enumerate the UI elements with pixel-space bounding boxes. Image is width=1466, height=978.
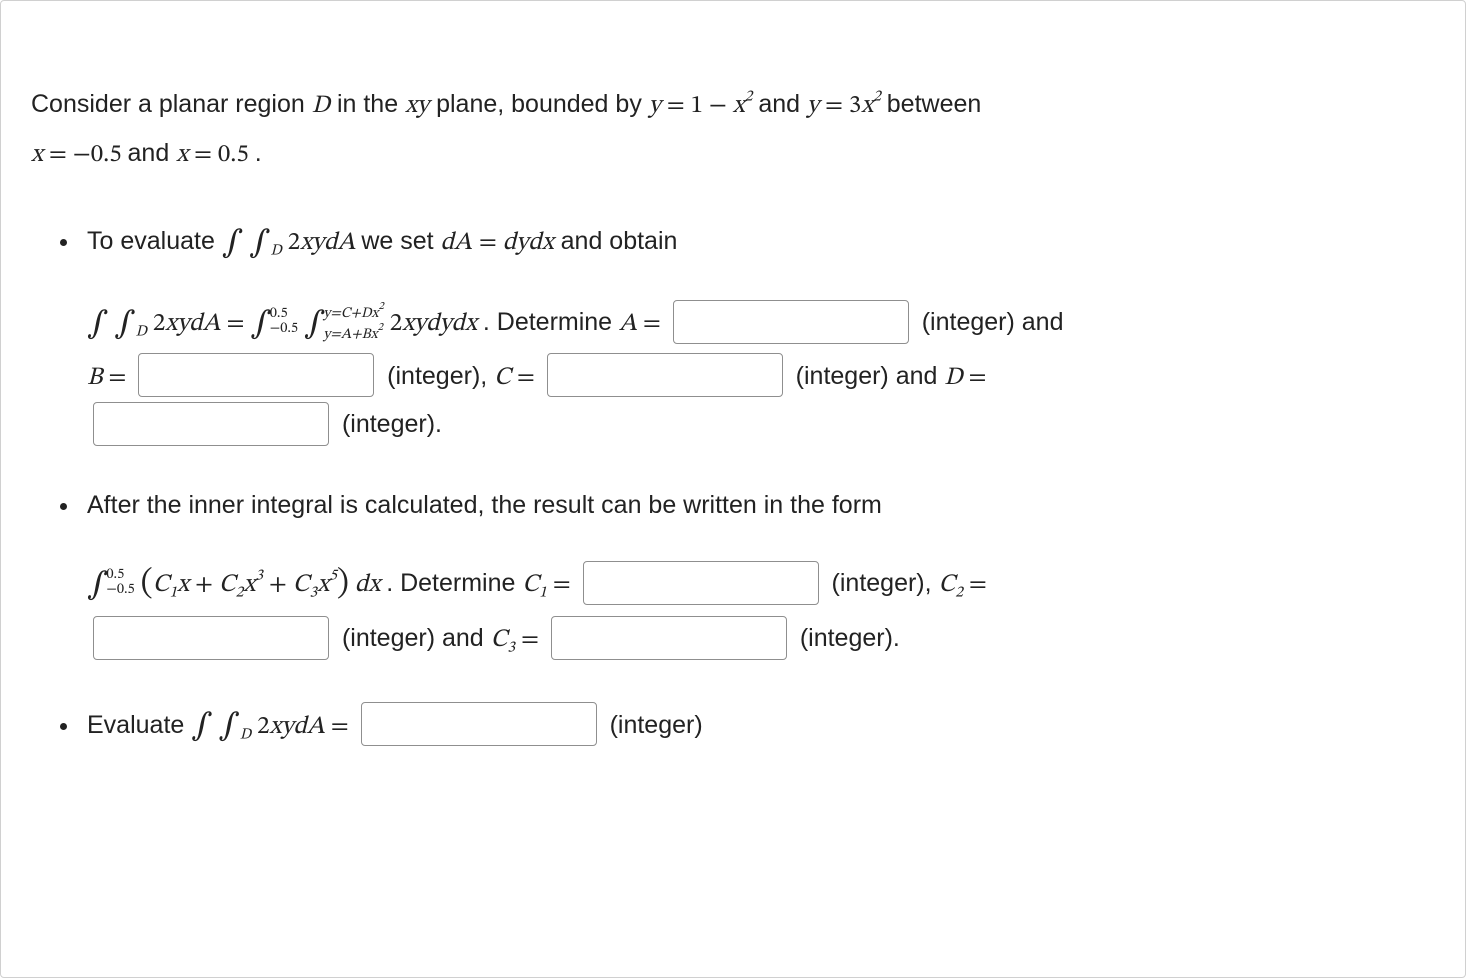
b1-body: ∫ ∫D 2xydA = ∫0.5−0.5 ∫y=C+Dx2y=A+Bx2 2x… [87,293,1435,449]
b1-lead: we set [361,227,440,255]
b1-lead: To evaluate [87,227,222,255]
var-xy: xy [405,93,429,118]
input-C3[interactable] [551,616,787,660]
b1-and: and [889,362,945,390]
eq-x2: x = 0.5 [176,142,255,167]
tag-integer: (integer) [387,362,480,390]
tag-integer: (integer) [342,624,435,652]
var-C3: C3 [491,627,515,652]
tag-integer: (integer) [922,308,1015,336]
input-C[interactable] [547,353,783,397]
b1-dydx: dydx [503,230,554,255]
input-C1[interactable] [583,561,819,605]
eq-x1: x = −0.5 [31,142,128,167]
var-B: B [87,365,102,390]
intro-and: and [128,139,177,167]
input-B[interactable] [138,353,374,397]
b1-eq: = [479,230,503,255]
tag-integer: (integer) [342,410,435,438]
b2-body: ∫0.5−0.5 (C1x + C2x3 + C3x5) dx . Determ… [87,551,1435,664]
bullet-1: To evaluate ∫ ∫D 2xydA we set dA = dydx … [81,212,1435,450]
tag-integer: (integer) [610,711,703,739]
problem-page: Consider a planar region D in the xy pla… [0,0,1466,978]
bullet-3: Evaluate ∫ ∫D 2xydA = (integer) [81,696,1435,755]
var-D: D [944,365,962,390]
intro-text: plane, bounded by [436,90,649,118]
intro-text: in the [337,90,405,118]
tag-integer: (integer) [800,624,893,652]
var-C2: C2 [939,572,963,597]
tag-integer: (integer) [832,569,925,597]
bullet-2: After the inner integral is calculated, … [81,482,1435,664]
var-C: C [494,365,511,390]
b3-lead: Evaluate [87,711,191,739]
b2-integral-expr: ∫0.5−0.5 (C1x + C2x3 + C3x5) dx [87,572,386,597]
intro-and: and [758,90,807,118]
b1-integral-expr: ∫ ∫D 2xydA [222,230,361,255]
var-C1: C1 [522,572,546,597]
b2-det: . Determine [386,569,522,597]
b1-iterated-integral: ∫ ∫D 2xydA = ∫0.5−0.5 ∫y=C+Dx2y=A+Bx2 2x… [87,311,483,336]
b2-and: and [435,624,491,652]
b1-and: and [1015,308,1064,336]
input-D[interactable] [93,402,329,446]
b3-integral-expr: ∫ ∫D 2xydA [191,714,330,739]
problem-list: To evaluate ∫ ∫D 2xydA we set dA = dydx … [31,212,1435,755]
intro-paragraph: Consider a planar region D in the xy pla… [31,81,1435,178]
intro-text: Consider a planar region [31,90,312,118]
b1-det: . Determine [483,308,619,336]
input-C2[interactable] [93,616,329,660]
b1-dA: dA [441,230,472,255]
b2-lead: After the inner integral is calculated, … [87,491,882,519]
tag-integer: (integer) [796,362,889,390]
var-D: D [312,93,330,118]
var-A: A [619,311,637,336]
input-final[interactable] [361,702,597,746]
intro-period: . [255,139,262,167]
b1-lead: and obtain [561,227,678,255]
input-A[interactable] [673,300,909,344]
intro-between: between [887,90,982,118]
eq-y2: y = 3x2 [807,93,887,118]
eq-y1: y = 1 − x2 [649,93,759,118]
